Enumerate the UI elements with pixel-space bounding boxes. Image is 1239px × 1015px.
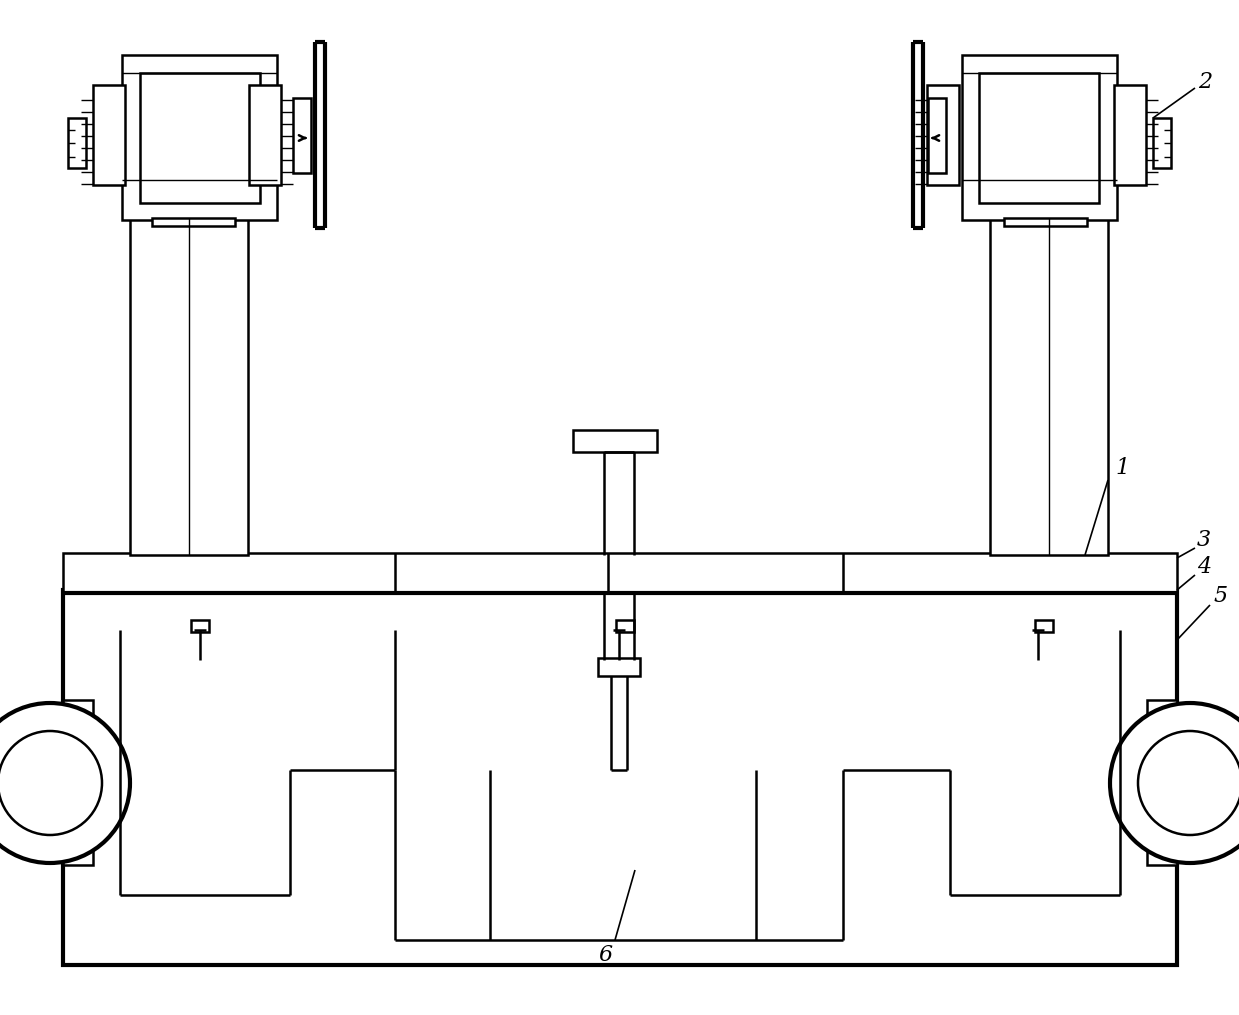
Text: 6: 6	[598, 944, 612, 966]
Bar	[928, 98, 947, 173]
Bar	[979, 73, 1099, 203]
Bar	[191, 620, 209, 632]
Bar	[1004, 218, 1087, 226]
Bar	[249, 85, 281, 185]
Text: 2: 2	[1198, 71, 1212, 93]
Circle shape	[1110, 703, 1239, 863]
Bar	[292, 98, 311, 173]
Bar	[121, 55, 278, 220]
Bar	[140, 73, 260, 203]
Bar	[1114, 85, 1146, 185]
Bar	[616, 620, 634, 632]
Text: 5: 5	[1213, 585, 1227, 607]
Circle shape	[0, 731, 102, 835]
Bar	[152, 218, 235, 226]
Bar	[93, 85, 125, 185]
Bar	[572, 430, 657, 452]
Bar	[130, 218, 248, 555]
Bar	[1147, 700, 1177, 865]
Bar	[990, 218, 1108, 555]
Circle shape	[0, 703, 130, 863]
Bar	[927, 85, 959, 185]
Bar	[1035, 620, 1053, 632]
Text: 4: 4	[1197, 556, 1212, 578]
Bar	[961, 55, 1118, 220]
Text: 3: 3	[1197, 529, 1212, 551]
Bar	[63, 553, 1177, 593]
Bar	[68, 118, 85, 168]
Bar	[598, 658, 641, 676]
Text: 1: 1	[1115, 457, 1129, 479]
Bar	[1154, 118, 1171, 168]
Bar	[63, 590, 1177, 965]
Bar	[63, 700, 93, 865]
Circle shape	[1137, 731, 1239, 835]
